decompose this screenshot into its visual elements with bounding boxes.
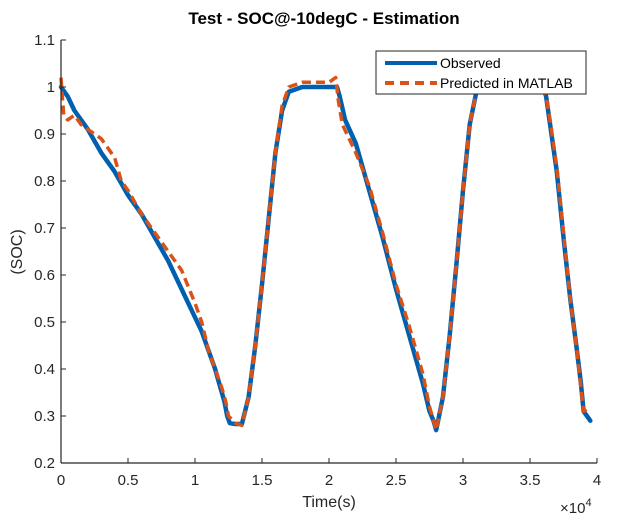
y-tick-label: 0.5 <box>34 314 55 331</box>
legend-label-predicted: Predicted in MATLAB <box>440 75 573 91</box>
y-axis-label: (SOC) <box>9 229 26 274</box>
x-exponent-power: 4 <box>585 497 591 509</box>
x-tick-label: 2 <box>325 472 333 489</box>
x-tick-label: 1.5 <box>252 472 273 489</box>
chart-title: Test - SOC@-10degC - Estimation <box>188 9 459 28</box>
x-tick-label: 3.5 <box>520 472 541 489</box>
x-tick-label: 4 <box>593 472 601 489</box>
x-tick-label: 0 <box>57 472 65 489</box>
y-tick-label: 0.7 <box>34 220 55 237</box>
x-ticks: 0 0.5 1 1.5 2 2.5 3 3.5 4 <box>57 458 601 489</box>
y-tick-label: 0.8 <box>34 173 55 190</box>
y-tick-label: 0.4 <box>34 361 55 378</box>
series-layer <box>58 75 593 433</box>
y-ticks: 0.2 0.3 0.4 0.5 0.6 0.7 0.8 0.9 1 1.1 <box>34 32 66 472</box>
x-axis-label: Time(s) <box>302 494 356 511</box>
plot-area <box>58 75 593 433</box>
series-line-predicted <box>59 75 592 432</box>
y-tick-label: 1 <box>47 79 55 96</box>
y-tick-label: 1.1 <box>34 32 55 49</box>
x-tick-label: 2.5 <box>386 472 407 489</box>
y-tick-label: 0.2 <box>34 455 55 472</box>
x-tick-label: 3 <box>459 472 467 489</box>
axes: 0.2 0.3 0.4 0.5 0.6 0.7 0.8 0.9 1 1.1 0 0.5 1 1.5 2 2.… <box>34 32 601 489</box>
y-tick-label: 0.3 <box>34 408 55 425</box>
y-tick-label: 0.6 <box>34 267 55 284</box>
legend: Observed Predicted in MATLAB <box>375 50 587 95</box>
legend-label-observed: Observed <box>440 55 501 71</box>
x-tick-label: 1 <box>191 472 199 489</box>
legend-box <box>375 50 587 95</box>
x-exponent-label: ×104 <box>560 497 592 517</box>
x-exponent-base: ×10 <box>560 500 585 517</box>
y-tick-label: 0.9 <box>34 126 55 143</box>
x-tick-label: 0.5 <box>118 472 139 489</box>
series-line-observed <box>58 84 593 433</box>
